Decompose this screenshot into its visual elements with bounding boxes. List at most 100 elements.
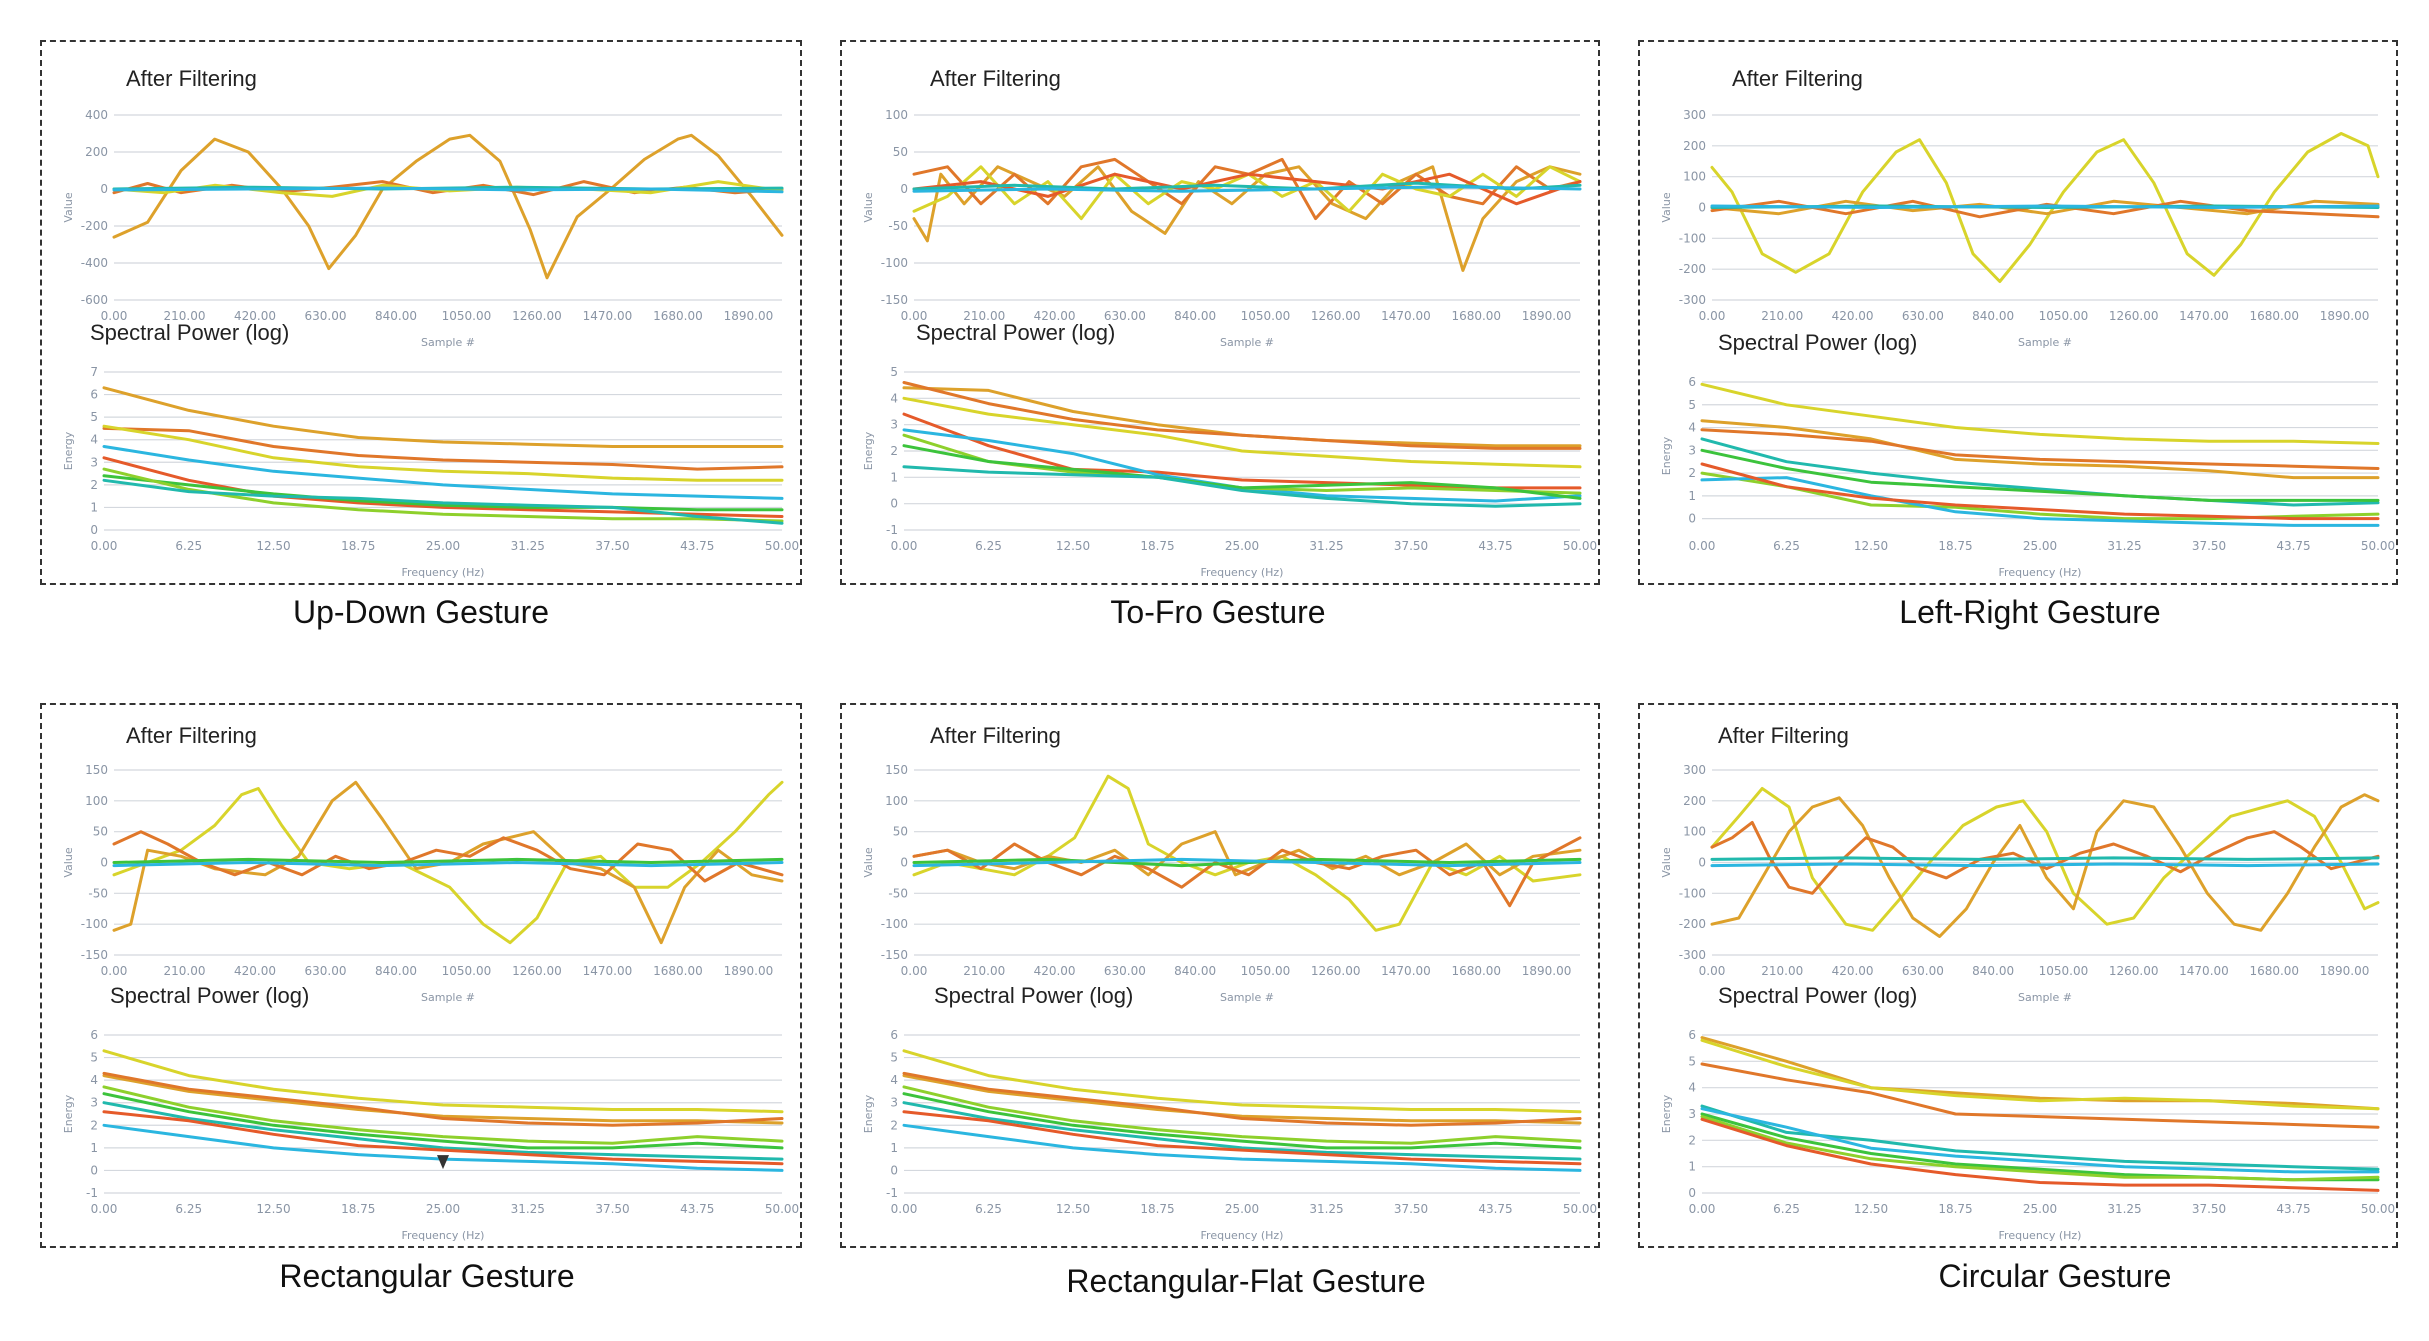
series-line-yellow (102, 1049, 784, 1114)
y-tick-label: -300 (1679, 948, 1706, 962)
x-tick-label: 1680.00 (653, 964, 703, 978)
series-line-yellow (102, 424, 784, 482)
series-line-orange (1700, 1062, 2380, 1129)
gesture-label-up-down: Up-Down Gesture (292, 594, 550, 630)
series-line-orange (102, 1071, 784, 1127)
y-tick-label: 4 (890, 1073, 898, 1087)
x-tick-label: 43.75 (1478, 539, 1512, 553)
series-line-orange (902, 381, 1582, 450)
x-tick-label: 6.25 (175, 1202, 202, 1216)
y-tick-label: 6 (1688, 375, 1696, 389)
series-line-teal (102, 1101, 784, 1161)
filter-title: After Filtering (126, 66, 257, 91)
x-tick-label: 1470.00 (583, 309, 633, 323)
series-line-blue (1700, 1107, 2380, 1174)
y-tick-label: 1 (1688, 1160, 1696, 1174)
x-tick-label: 1680.00 (1451, 964, 1501, 978)
x-tick-label: 840.00 (1972, 309, 2014, 323)
x-tick-label: 1890.00 (2320, 309, 2370, 323)
y-tick-label: 200 (1683, 139, 1706, 153)
series-line-red (1700, 1117, 2380, 1192)
x-tick-label: 1890.00 (724, 309, 774, 323)
y-tick-label: 1 (90, 500, 98, 514)
x-tick-label: 43.75 (2276, 1202, 2310, 1216)
x-tick-label: 420.00 (234, 309, 276, 323)
x-tick-label: 31.25 (2107, 539, 2141, 553)
y-tick-label: 2 (890, 1118, 898, 1132)
series-line-lime (1700, 1115, 2380, 1182)
x-tick-label: 1470.00 (583, 964, 633, 978)
x-tick-label: 37.50 (2192, 539, 2226, 553)
filter-title: After Filtering (930, 723, 1061, 748)
x-tick-label: 25.00 (2023, 1202, 2057, 1216)
filter-title: After Filtering (1718, 723, 1849, 748)
x-tick-label: 50.00 (2361, 1202, 2395, 1216)
x-tick-label: 12.50 (1854, 1202, 1888, 1216)
y-tick-label: 0 (1688, 1186, 1696, 1200)
y-tick-label: 0 (900, 856, 908, 870)
y-axis-label: Energy (1660, 436, 1673, 475)
x-tick-label: 12.50 (256, 1202, 290, 1216)
x-tick-label: 18.75 (341, 539, 375, 553)
x-tick-label: 1260.00 (512, 309, 562, 323)
y-tick-label: 0 (1698, 201, 1706, 215)
x-tick-label: 0.00 (891, 539, 918, 553)
y-tick-label: 0 (90, 1163, 98, 1177)
cursor-marker-icon (437, 1155, 449, 1170)
x-tick-label: 37.50 (1394, 1202, 1428, 1216)
series-line-gold (1710, 793, 2380, 938)
x-tick-label: 12.50 (1056, 1202, 1090, 1216)
y-tick-label: -400 (81, 256, 108, 270)
series-line-orange (912, 836, 1582, 908)
y-tick-label: -100 (881, 256, 908, 270)
y-tick-label: 200 (1683, 794, 1706, 808)
spectral-title: Spectral Power (log) (934, 983, 1134, 1008)
x-tick-label: 0.00 (891, 1202, 918, 1216)
spectral-chart: 6 5 4 3 2 1 0 0.00 6.25 12.50 18.75 25.00 31.25 37.50… (1660, 1028, 2395, 1242)
x-tick-label: 0.00 (101, 309, 128, 323)
x-axis-label: Frequency (Hz) (1201, 566, 1284, 579)
series-line-yellow (902, 396, 1582, 469)
filter-chart: 150 100 50 0 -50 -100 -150 0.00 210.00 420.00 630.… (62, 763, 784, 1004)
gesture-label-circular: Circular Gesture (1938, 1258, 2172, 1294)
x-tick-label: 25.00 (1225, 539, 1259, 553)
x-axis-label: Sample # (421, 336, 475, 349)
y-tick-label: 2 (1688, 466, 1696, 480)
y-axis-label: Energy (862, 1094, 875, 1133)
x-tick-label: 50.00 (2361, 539, 2395, 553)
gesture-label-left-right: Left-Right Gesture (1899, 594, 2161, 630)
x-tick-label: 840.00 (1174, 964, 1216, 978)
x-tick-label: 25.00 (2023, 539, 2057, 553)
x-tick-label: 1890.00 (2320, 964, 2370, 978)
series-line-orange (902, 1071, 1582, 1127)
series-line-green (912, 857, 1582, 868)
y-tick-label: 4 (1688, 421, 1696, 435)
x-tick-label: 0.00 (1699, 309, 1726, 323)
series-line-green (102, 474, 784, 512)
spectral-title: Spectral Power (log) (916, 320, 1116, 345)
x-tick-label: 37.50 (595, 1202, 629, 1216)
filter-title: After Filtering (930, 66, 1061, 91)
y-axis-label: Energy (62, 431, 75, 470)
panel-circular: After Filtering 300 200 100 0 -100 -200 -300 0.… (1638, 703, 2398, 1248)
series-line-teal (1710, 856, 2380, 861)
x-tick-label: 31.25 (511, 1202, 545, 1216)
series-line-blue (1710, 862, 2380, 868)
x-tick-label: 0.00 (1689, 539, 1716, 553)
series-line-orange (1710, 199, 2380, 219)
x-axis-label: Frequency (Hz) (1999, 566, 2082, 579)
y-tick-label: 0 (1698, 856, 1706, 870)
spectral-title: Spectral Power (log) (110, 983, 310, 1008)
x-tick-label: 210.00 (163, 964, 205, 978)
series-line-gold (102, 1074, 784, 1125)
y-tick-label: -150 (881, 948, 908, 962)
y-tick-label: -150 (881, 293, 908, 307)
series-line-blue (902, 1123, 1582, 1172)
x-tick-label: 43.75 (680, 539, 714, 553)
x-tick-label: 0.00 (901, 964, 928, 978)
x-tick-label: 1260.00 (1311, 309, 1361, 323)
series-line-gold (912, 165, 1582, 272)
gesture-label-to-fro: To-Fro Gesture (1110, 594, 1326, 630)
x-tick-label: 210.00 (963, 964, 1005, 978)
y-tick-label: 4 (90, 433, 98, 447)
